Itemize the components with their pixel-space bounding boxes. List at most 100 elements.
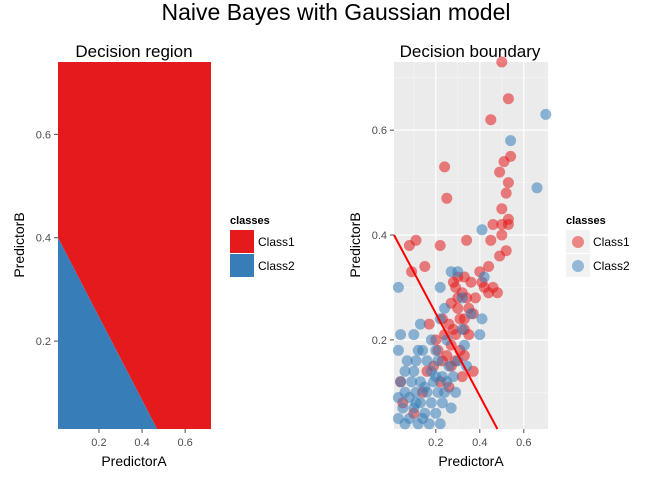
point-class2 bbox=[436, 397, 448, 409]
region-plot-area bbox=[58, 62, 211, 429]
point-class2 bbox=[432, 355, 444, 367]
region-y-tick-label: 0.4 bbox=[36, 233, 51, 245]
boundary-legend-key-class1 bbox=[572, 236, 584, 248]
point-class1 bbox=[419, 261, 431, 272]
point-class2 bbox=[430, 344, 442, 356]
point-class2 bbox=[445, 266, 457, 278]
point-class1 bbox=[447, 276, 459, 288]
boundary-y-tick-label: 0.4 bbox=[372, 230, 387, 242]
point-class2 bbox=[434, 281, 446, 293]
point-class1 bbox=[491, 287, 503, 299]
point-class2 bbox=[392, 392, 404, 403]
point-class2 bbox=[450, 386, 462, 398]
region-legend-key-class1 bbox=[230, 230, 254, 253]
boundary-y-axis-title: PredictorB bbox=[347, 212, 363, 277]
point-class2 bbox=[531, 182, 543, 194]
point-class1 bbox=[434, 240, 446, 251]
point-class1 bbox=[461, 234, 473, 246]
point-class2 bbox=[425, 334, 437, 346]
point-class2 bbox=[458, 339, 470, 351]
point-class2 bbox=[392, 344, 404, 356]
point-class1 bbox=[494, 166, 506, 178]
region-y-tick-label: 0.2 bbox=[36, 336, 51, 348]
point-class2 bbox=[408, 329, 420, 341]
point-class1 bbox=[469, 292, 481, 304]
region-x-tick-label: 0.4 bbox=[134, 437, 149, 449]
point-class2 bbox=[410, 355, 422, 367]
point-class2 bbox=[439, 302, 451, 314]
boundary-y-axis: 0.2 0.4 0.6 bbox=[372, 125, 394, 347]
region-legend-title: classes bbox=[230, 215, 270, 227]
point-class2 bbox=[397, 402, 409, 414]
point-class1 bbox=[485, 114, 497, 126]
boundary-legend: classes Class1 Class2 bbox=[566, 215, 630, 277]
point-class2 bbox=[478, 271, 490, 283]
region-y-axis-title: PredictorB bbox=[11, 212, 27, 277]
point-class1 bbox=[485, 234, 497, 246]
point-class1 bbox=[496, 56, 508, 68]
point-class2 bbox=[441, 376, 453, 388]
point-class2 bbox=[445, 402, 457, 414]
point-class2 bbox=[505, 135, 517, 147]
point-class2 bbox=[399, 365, 411, 377]
point-class2 bbox=[476, 224, 488, 236]
region-class1 bbox=[58, 62, 211, 429]
region-x-axis-title: PredictorA bbox=[101, 453, 167, 469]
point-class2 bbox=[474, 329, 486, 341]
point-class1 bbox=[439, 161, 451, 173]
point-class2 bbox=[461, 360, 473, 372]
point-class1 bbox=[505, 150, 517, 162]
point-class2 bbox=[456, 292, 468, 304]
point-class1 bbox=[496, 229, 508, 241]
boundary-legend-label-class2: Class2 bbox=[593, 259, 630, 273]
point-class2 bbox=[439, 386, 451, 398]
point-class2 bbox=[443, 360, 455, 372]
boundary-y-tick-label: 0.6 bbox=[372, 125, 387, 137]
region-legend-label-class2: Class2 bbox=[258, 259, 295, 273]
point-class1 bbox=[494, 250, 506, 262]
boundary-x-tick-label: 0.6 bbox=[516, 437, 531, 449]
point-class2 bbox=[395, 329, 407, 341]
point-class2 bbox=[540, 108, 552, 120]
point-class2 bbox=[456, 323, 468, 335]
boundary-x-tick-label: 0.4 bbox=[472, 437, 487, 449]
region-x-tick-label: 0.6 bbox=[177, 437, 192, 449]
region-legend-label-class1: Class1 bbox=[258, 235, 295, 249]
region-class2 bbox=[58, 237, 158, 429]
region-legend-key-class2 bbox=[230, 254, 254, 277]
point-class1 bbox=[423, 318, 435, 330]
point-class2 bbox=[392, 281, 404, 293]
point-class1 bbox=[441, 192, 453, 204]
point-class2 bbox=[465, 308, 477, 320]
point-class2 bbox=[408, 365, 420, 377]
point-class1 bbox=[502, 93, 514, 105]
boundary-grid bbox=[394, 62, 548, 429]
region-y-axis: 0.2 0.4 0.6 bbox=[36, 129, 58, 348]
point-class1 bbox=[456, 371, 468, 383]
point-class2 bbox=[412, 344, 424, 356]
point-class2 bbox=[410, 397, 422, 409]
point-class1 bbox=[410, 234, 422, 246]
point-class1 bbox=[496, 203, 508, 215]
point-class2 bbox=[414, 318, 426, 330]
point-class2 bbox=[421, 355, 433, 367]
boundary-legend-label-class1: Class1 bbox=[593, 235, 630, 249]
region-legend: classes Class1 Class2 bbox=[230, 215, 295, 277]
point-class1 bbox=[502, 177, 514, 189]
decision-region-chart: Decision region 0.2 0.4 0.6 0.2 0.4 0.6 Pred… bbox=[11, 42, 295, 469]
point-class2 bbox=[430, 371, 442, 383]
boundary-x-tick-label: 0.2 bbox=[428, 437, 443, 449]
boundary-points bbox=[392, 56, 552, 430]
boundary-panel-title: Decision boundary bbox=[400, 42, 541, 61]
region-x-tick-label: 0.2 bbox=[91, 437, 106, 449]
point-class1 bbox=[483, 261, 495, 272]
point-class1 bbox=[452, 302, 464, 314]
region-y-tick-label: 0.6 bbox=[36, 129, 51, 141]
decision-boundary-chart: Decision boundary 0.2 0.4 0.6 0.2 0.4 0.6 Pr… bbox=[347, 42, 630, 469]
boundary-x-axis-title: PredictorA bbox=[438, 453, 504, 469]
point-class1 bbox=[500, 187, 512, 199]
region-x-axis: 0.2 0.4 0.6 bbox=[91, 429, 193, 449]
boundary-line bbox=[393, 234, 499, 430]
point-class2 bbox=[417, 413, 429, 424]
